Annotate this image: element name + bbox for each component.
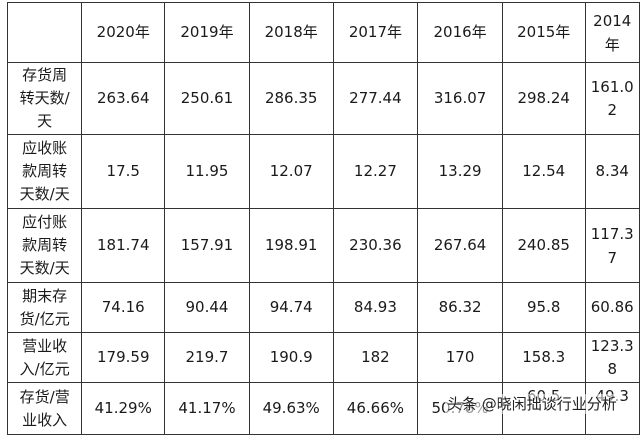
table-cell: 182 <box>332 332 419 383</box>
table-row: 应收账 款周转 天数/天 17.5 11.95 12.07 12.27 13.2… <box>6 134 640 209</box>
table-cell: 277.44 <box>332 62 419 135</box>
table-cell: 117.3 7 <box>584 208 640 283</box>
table-cell: 190.9 <box>248 332 334 383</box>
header-2014: 2014 年 <box>584 2 640 63</box>
table-cell: 17.5 <box>81 134 166 209</box>
table-cell: 41.17% <box>164 382 250 435</box>
table-row: 存货周 转天数/ 天 263.64 250.61 286.35 277.44 3… <box>6 62 640 135</box>
table-cell: 316.07 <box>417 62 503 135</box>
header-2017: 2017年 <box>332 2 419 63</box>
table-cell: 12.27 <box>332 134 419 209</box>
row-label: 应付账 款周转 天数/天 <box>6 208 83 283</box>
table-cell: 90.44 <box>164 282 250 333</box>
table-cell: 267.64 <box>417 208 503 283</box>
table-cell: 181.74 <box>81 208 166 283</box>
table-cell: 94.74 <box>248 282 334 333</box>
table-row: 期末存 货/亿元 74.16 90.44 94.74 84.93 86.32 9… <box>6 282 640 333</box>
financial-table: 2020年 2019年 2018年 2017年 2016年 2015年 2014… <box>6 2 640 435</box>
table-cell: 41.29% <box>81 382 166 435</box>
header-2019: 2019年 <box>164 2 250 63</box>
table-cell: 86.32 <box>417 282 503 333</box>
header-row: 2020年 2019年 2018年 2017年 2016年 2015年 2014… <box>6 2 640 63</box>
table-cell: 74.16 <box>81 282 166 333</box>
table-cell: 250.61 <box>164 62 250 135</box>
table-cell: 13.29 <box>417 134 503 209</box>
table-cell: 157.91 <box>164 208 250 283</box>
row-label: 应收账 款周转 天数/天 <box>6 134 83 209</box>
table-cell: 158.3 <box>501 332 586 383</box>
row-label: 期末存 货/亿元 <box>6 282 83 333</box>
table-cell: 123.3 8 <box>584 332 640 383</box>
table-cell: 12.54 <box>501 134 586 209</box>
header-corner <box>6 2 83 63</box>
header-2016: 2016年 <box>417 2 503 63</box>
header-2018: 2018年 <box>248 2 334 63</box>
row-label: 存货/营 业收入 <box>6 382 83 435</box>
table-cell: 95.8 <box>501 282 586 333</box>
header-2020: 2020年 <box>81 2 166 63</box>
table-cell: 230.36 <box>332 208 419 283</box>
table-cell: 161.0 2 <box>584 62 640 135</box>
row-label: 存货周 转天数/ 天 <box>6 62 83 135</box>
table-cell: 8.34 <box>584 134 640 209</box>
table-row: 应付账 款周转 天数/天 181.74 157.91 198.91 230.36… <box>6 208 640 283</box>
table-cell: 84.93 <box>332 282 419 333</box>
table-cell: 179.59 <box>81 332 166 383</box>
row-label: 营业收 入/亿元 <box>6 332 83 383</box>
table-row: 营业收 入/亿元 179.59 219.7 190.9 182 170 158.… <box>6 332 640 383</box>
table-cell: 298.24 <box>501 62 586 135</box>
table-row: 存货/营 业收入 41.29% 41.17% 49.63% 46.66% 50.… <box>6 382 640 435</box>
table-cell: 49.63% <box>248 382 334 435</box>
table-cell: 240.85 <box>501 208 586 283</box>
table-cell: 198.91 <box>248 208 334 283</box>
table-cell: 263.64 <box>81 62 166 135</box>
table-cell: 170 <box>417 332 503 383</box>
table-cell: 12.07 <box>248 134 334 209</box>
header-2015: 2015年 <box>501 2 586 63</box>
table-cell: 219.7 <box>164 332 250 383</box>
watermark: 头条 @晓闲拙谈行业分析 <box>445 394 619 414</box>
table-cell: 60.86 <box>584 282 640 333</box>
table-cell: 11.95 <box>164 134 250 209</box>
table-cell: 286.35 <box>248 62 334 135</box>
table-cell: 46.66% <box>332 382 419 435</box>
